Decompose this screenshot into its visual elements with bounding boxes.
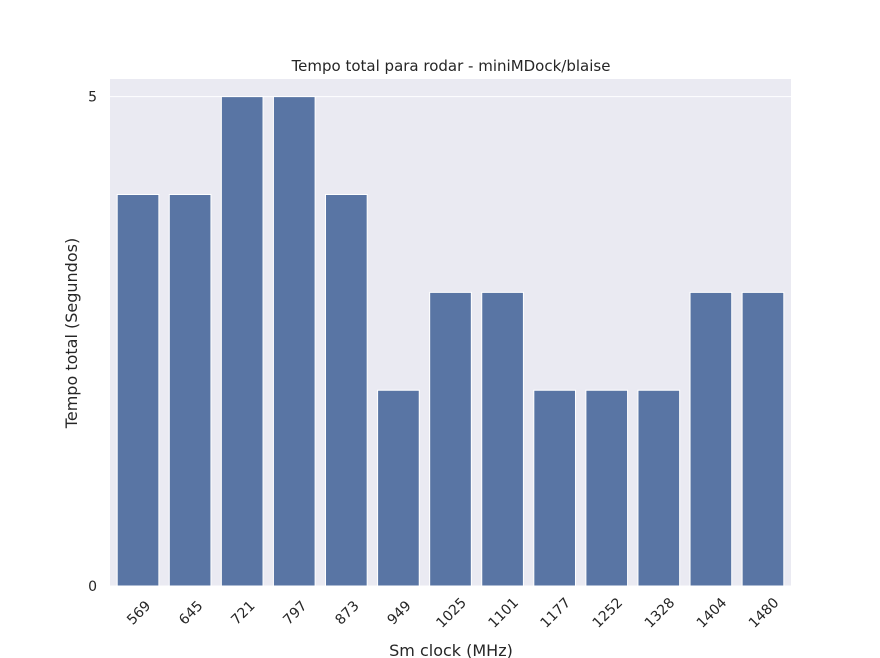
x-tick-label-949: 949 (384, 598, 414, 628)
x-tick-label-569: 569 (124, 598, 154, 628)
bar-1404 (689, 291, 733, 587)
bar-797 (272, 96, 316, 587)
x-axis-label: Sm clock (MHz) (389, 641, 513, 658)
chart-title: Tempo total para rodar - miniMDock/blais… (291, 57, 611, 75)
y-tick-labels: 05 (88, 90, 97, 595)
y-axis-label: Tempo total (Segundos) (62, 238, 81, 429)
bar-721 (220, 96, 264, 587)
bar-949 (377, 389, 420, 587)
bars (116, 96, 785, 587)
x-tick-label-1025: 1025 (433, 595, 470, 632)
x-tick-label-1101: 1101 (485, 595, 522, 632)
x-tick-label-1480: 1480 (746, 595, 783, 632)
x-tick-label-1252: 1252 (590, 595, 627, 632)
x-tick-labels: 569 645 721 797 873 949 1025 1101 1177 1252 1328 14… (124, 595, 782, 632)
bar-569 (116, 193, 160, 587)
bar-1252 (585, 389, 629, 587)
bar-1177 (533, 389, 576, 587)
bar-1328 (637, 389, 681, 587)
x-tick-label-721: 721 (228, 598, 258, 628)
y-tick-label: 5 (88, 90, 97, 106)
x-tick-label-1328: 1328 (642, 595, 679, 632)
x-tick-label-797: 797 (280, 598, 310, 628)
x-tick-label-1404: 1404 (694, 595, 731, 632)
bar-1025 (429, 291, 472, 587)
bar-645 (168, 193, 212, 587)
y-tick-label: 0 (88, 579, 97, 595)
bar-873 (325, 193, 368, 587)
x-tick-label-645: 645 (176, 598, 206, 628)
bar-1101 (481, 291, 524, 587)
x-tick-label-1177: 1177 (538, 595, 575, 632)
x-tick-label-873: 873 (332, 598, 362, 628)
bar-1480 (741, 291, 785, 587)
